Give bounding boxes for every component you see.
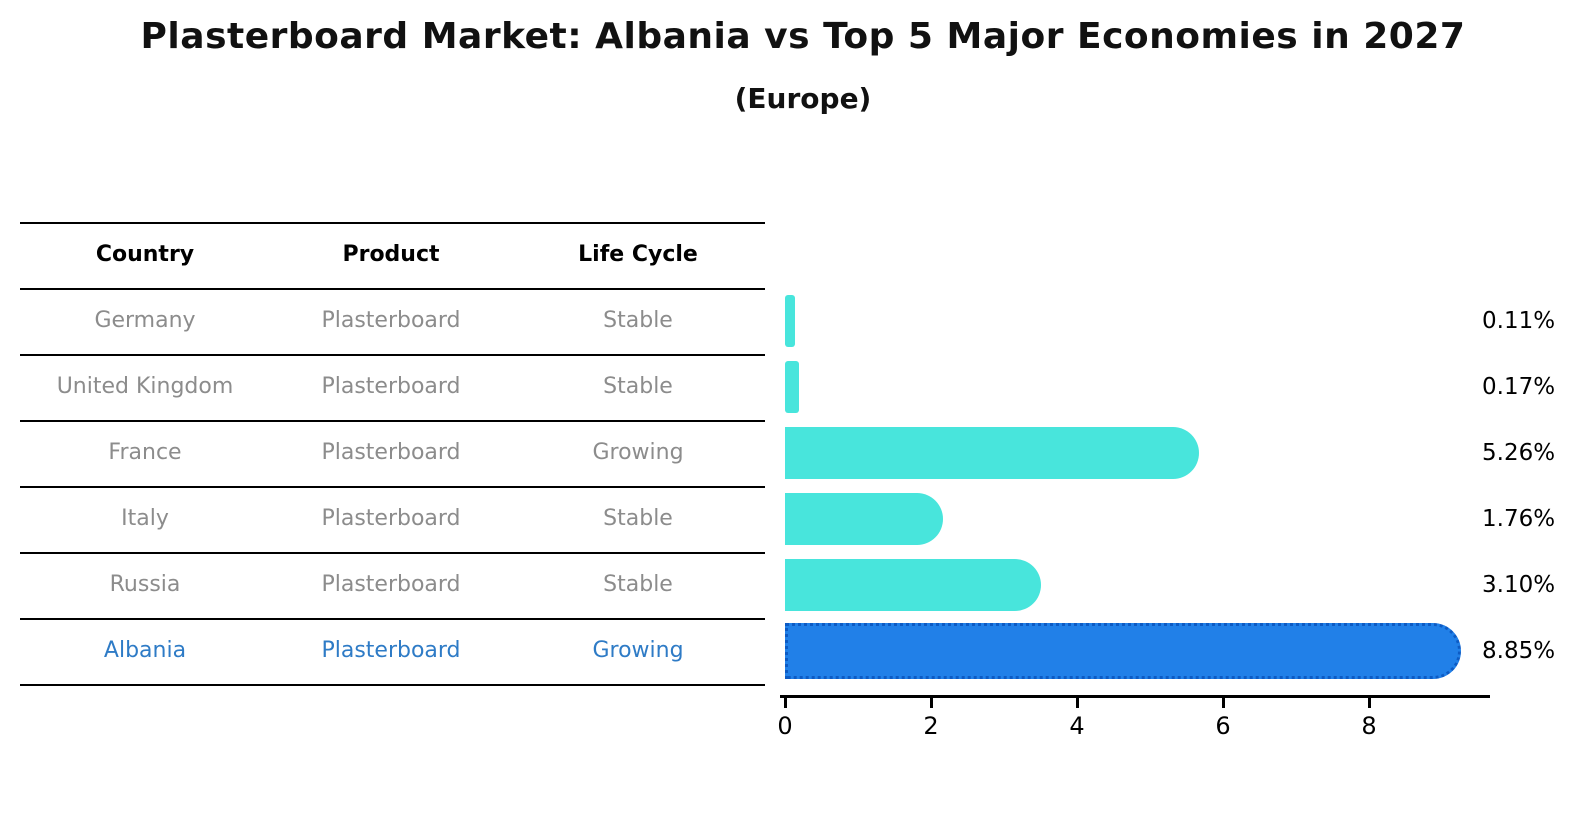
table-cell-italy-life-cycle: Stable: [603, 506, 673, 531]
x-axis-tick: [1075, 698, 1079, 708]
bar-russia: [785, 559, 1042, 611]
table-cell-france-product: Plasterboard: [321, 440, 461, 465]
value-label-albania: 8.85%: [1482, 638, 1556, 664]
bar-italy: [785, 493, 944, 545]
value-label-italy: 1.76%: [1482, 506, 1556, 532]
value-label-france: 5.26%: [1482, 440, 1556, 466]
table-cell-russia-life-cycle: Stable: [603, 572, 673, 597]
table-divider: [20, 354, 765, 356]
x-axis-line: [780, 695, 1490, 698]
table-divider: [20, 420, 765, 422]
table-cell-united-kingdom-life-cycle: Stable: [603, 374, 673, 399]
bar-united-kingdom: [785, 361, 800, 413]
table-cell-russia-product: Plasterboard: [321, 572, 461, 597]
table-cell-russia-country: Russia: [109, 572, 181, 597]
table-divider: [20, 684, 765, 686]
x-axis-tick-label: 4: [1069, 712, 1085, 740]
table-cell-germany-country: Germany: [94, 308, 196, 333]
chart-subtitle: (Europe): [734, 82, 872, 115]
x-axis-tick-label: 6: [1215, 712, 1231, 740]
table-cell-albania-life-cycle: Growing: [592, 638, 684, 663]
x-axis-tick-label: 8: [1361, 712, 1377, 740]
table-divider: [20, 552, 765, 554]
table-cell-france-life-cycle: Growing: [592, 440, 684, 465]
chart-title: Plasterboard Market: Albania vs Top 5 Ma…: [140, 16, 1466, 57]
table-cell-united-kingdom-product: Plasterboard: [321, 374, 461, 399]
x-axis-tick: [1367, 698, 1371, 708]
table-divider: [20, 222, 765, 224]
value-label-germany: 0.11%: [1482, 308, 1556, 334]
bar-albania: [785, 623, 1462, 679]
table-cell-italy-product: Plasterboard: [321, 506, 461, 531]
table-cell-albania-product: Plasterboard: [321, 638, 461, 663]
table-cell-united-kingdom-country: United Kingdom: [56, 374, 234, 399]
value-label-united-kingdom: 0.17%: [1482, 374, 1556, 400]
bar-germany: [785, 295, 796, 347]
bar-france: [785, 427, 1199, 479]
table-divider: [20, 486, 765, 488]
x-axis-tick: [929, 698, 933, 708]
table-cell-albania-country: Albania: [103, 638, 187, 663]
value-label-russia: 3.10%: [1482, 572, 1556, 598]
table-cell-italy-country: Italy: [121, 506, 169, 531]
table-divider: [20, 618, 765, 620]
table-cell-germany-life-cycle: Stable: [603, 308, 673, 333]
table-header-product: Product: [342, 242, 440, 267]
x-axis-tick-label: 0: [777, 712, 793, 740]
x-axis-tick-label: 2: [923, 712, 939, 740]
table-header-life-cycle: Life Cycle: [578, 242, 698, 267]
x-axis-tick: [1221, 698, 1225, 708]
table-cell-germany-product: Plasterboard: [321, 308, 461, 333]
table-cell-france-country: France: [108, 440, 182, 465]
x-axis-tick: [783, 698, 787, 708]
table-header-country: Country: [95, 242, 195, 267]
table-divider: [20, 288, 765, 290]
